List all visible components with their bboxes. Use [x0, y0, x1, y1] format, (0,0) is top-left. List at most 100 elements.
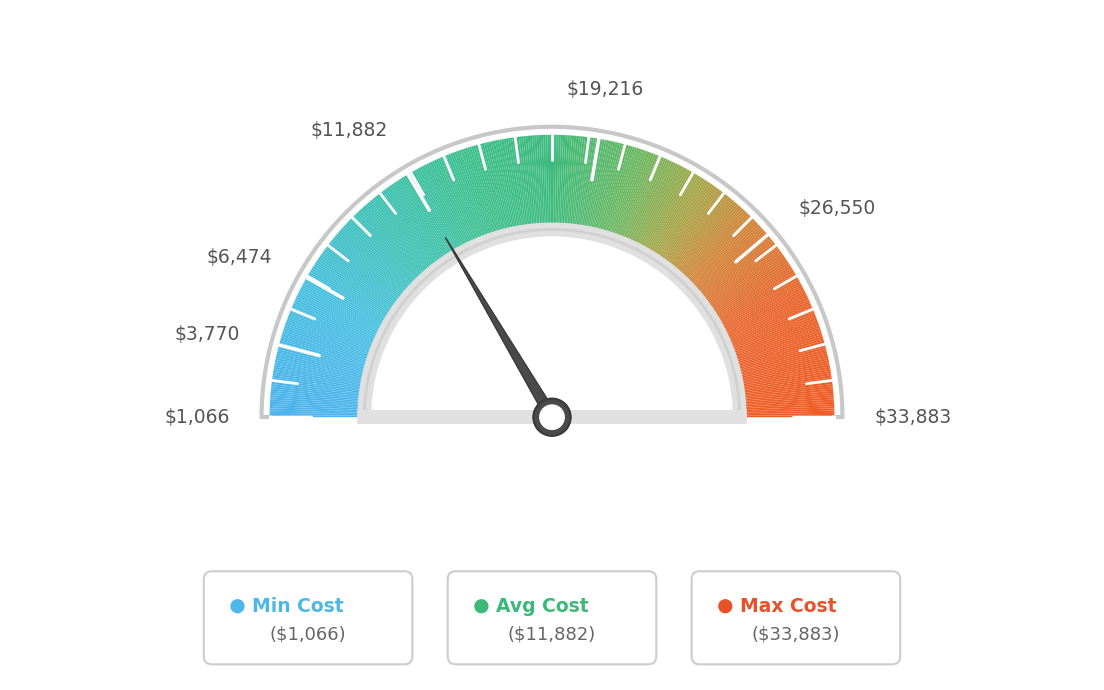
- Wedge shape: [598, 144, 625, 237]
- Wedge shape: [312, 266, 395, 319]
- Wedge shape: [397, 180, 452, 262]
- Wedge shape: [645, 172, 693, 256]
- Wedge shape: [714, 279, 799, 328]
- Wedge shape: [649, 177, 701, 259]
- Wedge shape: [269, 404, 367, 410]
- Wedge shape: [269, 406, 367, 411]
- Wedge shape: [284, 328, 375, 359]
- Wedge shape: [436, 159, 477, 248]
- Wedge shape: [723, 305, 813, 344]
- Wedge shape: [709, 264, 790, 317]
- Wedge shape: [725, 315, 816, 351]
- Wedge shape: [613, 150, 646, 241]
- Wedge shape: [514, 137, 529, 233]
- Wedge shape: [401, 177, 454, 260]
- Wedge shape: [698, 242, 775, 303]
- Wedge shape: [667, 195, 729, 272]
- Wedge shape: [269, 413, 365, 416]
- Wedge shape: [442, 157, 480, 246]
- Wedge shape: [657, 184, 712, 264]
- Wedge shape: [404, 175, 456, 259]
- Wedge shape: [736, 373, 831, 390]
- Wedge shape: [320, 255, 400, 311]
- Wedge shape: [622, 155, 660, 245]
- Wedge shape: [729, 326, 820, 358]
- Wedge shape: [734, 358, 828, 380]
- Wedge shape: [697, 239, 773, 301]
- Wedge shape: [705, 257, 786, 313]
- Wedge shape: [560, 135, 565, 231]
- Wedge shape: [671, 201, 735, 276]
- Wedge shape: [723, 307, 813, 346]
- Wedge shape: [719, 291, 806, 335]
- Wedge shape: [648, 175, 700, 259]
- Wedge shape: [729, 328, 820, 359]
- Wedge shape: [675, 204, 739, 277]
- Wedge shape: [605, 147, 635, 239]
- Wedge shape: [270, 388, 367, 400]
- Wedge shape: [290, 309, 380, 347]
- Wedge shape: [330, 241, 406, 302]
- Wedge shape: [574, 137, 587, 233]
- Wedge shape: [668, 197, 731, 273]
- Wedge shape: [701, 248, 779, 306]
- Wedge shape: [272, 377, 368, 393]
- Wedge shape: [687, 222, 757, 290]
- Wedge shape: [339, 230, 413, 295]
- Wedge shape: [630, 161, 672, 249]
- Wedge shape: [311, 268, 394, 320]
- Wedge shape: [463, 148, 495, 241]
- Wedge shape: [323, 249, 402, 308]
- Wedge shape: [273, 371, 369, 388]
- Wedge shape: [331, 239, 407, 301]
- Wedge shape: [639, 168, 686, 253]
- Wedge shape: [721, 297, 808, 339]
- Wedge shape: [412, 171, 461, 255]
- Wedge shape: [393, 182, 448, 264]
- Wedge shape: [620, 155, 658, 245]
- Wedge shape: [689, 226, 761, 292]
- Wedge shape: [607, 147, 637, 239]
- Wedge shape: [439, 157, 479, 246]
- Wedge shape: [711, 272, 795, 322]
- Wedge shape: [280, 338, 373, 366]
- Wedge shape: [295, 299, 383, 341]
- Wedge shape: [696, 237, 771, 299]
- Wedge shape: [420, 166, 466, 253]
- Wedge shape: [499, 139, 519, 235]
- Wedge shape: [578, 137, 594, 233]
- Wedge shape: [299, 289, 386, 334]
- Wedge shape: [655, 181, 709, 262]
- Polygon shape: [446, 238, 560, 426]
- Wedge shape: [269, 411, 365, 414]
- Wedge shape: [329, 242, 406, 303]
- Wedge shape: [492, 141, 514, 235]
- Wedge shape: [382, 190, 442, 268]
- Wedge shape: [416, 168, 464, 254]
- Wedge shape: [344, 224, 416, 291]
- Wedge shape: [556, 135, 561, 231]
- Wedge shape: [360, 208, 427, 281]
- Wedge shape: [707, 260, 788, 315]
- Wedge shape: [677, 208, 744, 281]
- Wedge shape: [528, 136, 538, 232]
- Wedge shape: [676, 207, 742, 279]
- Wedge shape: [715, 283, 802, 330]
- Wedge shape: [618, 153, 654, 244]
- Wedge shape: [458, 150, 491, 241]
- Wedge shape: [721, 299, 809, 341]
- Wedge shape: [444, 155, 482, 245]
- Wedge shape: [624, 157, 662, 246]
- Wedge shape: [481, 143, 507, 237]
- Wedge shape: [314, 264, 395, 317]
- Wedge shape: [276, 358, 370, 380]
- Wedge shape: [716, 285, 803, 331]
- Wedge shape: [471, 146, 500, 239]
- Wedge shape: [731, 341, 825, 368]
- Wedge shape: [652, 180, 707, 262]
- Wedge shape: [287, 317, 378, 353]
- Wedge shape: [728, 322, 818, 355]
- FancyBboxPatch shape: [448, 571, 656, 664]
- Wedge shape: [736, 377, 832, 393]
- Wedge shape: [357, 211, 425, 282]
